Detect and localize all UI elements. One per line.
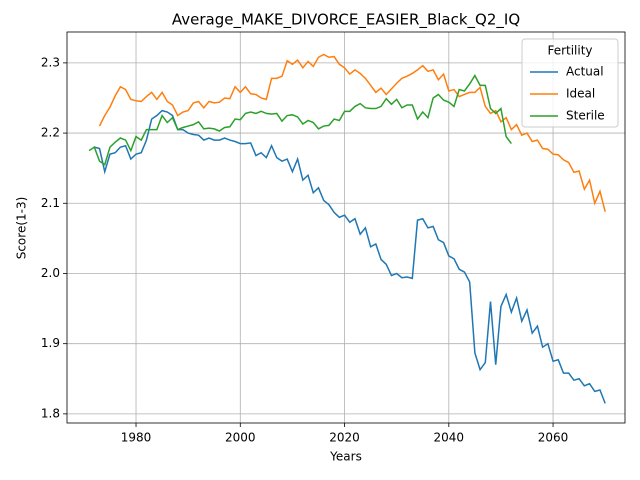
x-tick-label: 2000 xyxy=(225,431,256,445)
x-tick-label: 2020 xyxy=(329,431,360,445)
x-tick-label: 2060 xyxy=(538,431,569,445)
legend-label: Ideal xyxy=(566,87,595,101)
x-axis-label: Years xyxy=(329,450,362,464)
y-tick-label: 1.9 xyxy=(41,336,60,350)
legend: Fertility Actual Ideal Sterile xyxy=(521,38,619,128)
chart-title: Average_MAKE_DIVORCE_EASIER_Black_Q2_IQ xyxy=(172,11,520,30)
y-tick-label: 2.2 xyxy=(41,126,60,140)
legend-title: Fertility xyxy=(547,44,592,58)
x-tick-label: 1980 xyxy=(121,431,152,445)
x-tick-label: 2040 xyxy=(434,431,465,445)
plot-frame xyxy=(66,31,626,424)
y-tick-label: 2.1 xyxy=(41,196,60,210)
y-tick-label: 1.8 xyxy=(41,406,60,420)
line-series xyxy=(98,53,606,212)
y-tick-label: 2.3 xyxy=(41,55,60,69)
line-series xyxy=(88,74,512,166)
y-axis-label: Score(1-3) xyxy=(15,197,29,260)
legend-label: Actual xyxy=(566,65,604,79)
legend-box xyxy=(521,38,619,128)
legend-label: Sterile xyxy=(566,109,605,123)
y-tick-label: 2.0 xyxy=(41,266,60,280)
